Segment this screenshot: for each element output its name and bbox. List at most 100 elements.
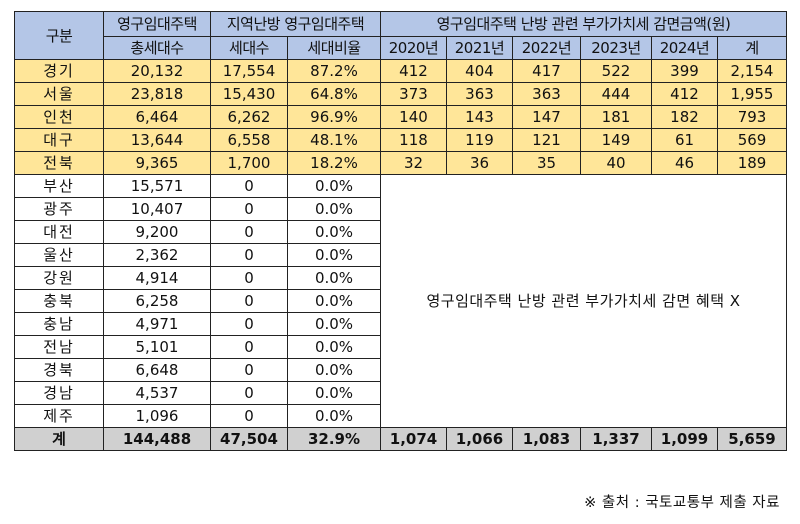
header-total-top: 영구임대주택	[103, 11, 211, 37]
table-row: 인천 6,464 6,262 96.9% 140 143 147 181 182 793	[14, 105, 788, 129]
table-cell: 4,971	[103, 312, 211, 336]
table-cell: 118	[380, 128, 447, 152]
table-cell: 13,644	[103, 128, 211, 152]
table-row: 대전 9,200 0 0.0%	[14, 220, 787, 244]
table-cell: 9,365	[103, 151, 211, 175]
table-cell: 10,407	[103, 197, 211, 221]
table-cell: 1,074	[380, 427, 447, 451]
table-cell: 0	[210, 335, 288, 359]
table-cell: 5,659	[716, 427, 788, 451]
table-cell: 0.0%	[287, 243, 381, 267]
table-cell: 32	[380, 151, 447, 175]
table-cell: 경기	[14, 59, 104, 83]
table-cell: 61	[651, 128, 718, 152]
table-cell: 48.1%	[287, 128, 381, 152]
table-row: 서울 23,818 15,430 64.8% 373 363 363 444 412 1,955	[14, 82, 788, 106]
header-total-bottom: 총세대수	[103, 36, 211, 60]
table-cell: 1,955	[716, 82, 788, 106]
table-cell: 2,154	[716, 59, 788, 83]
table-cell: 부산	[14, 174, 104, 198]
table-cell: 6,258	[103, 289, 211, 313]
table-cell: 충북	[14, 289, 104, 313]
table-cell: 23,818	[103, 82, 211, 106]
table-cell: 대구	[14, 128, 104, 152]
source-note: ※ 출처 : 국토교통부 제출 자료	[584, 495, 780, 511]
table-row: 충북 6,258 0 0.0%	[14, 289, 787, 313]
table-cell: 울산	[14, 243, 104, 267]
table-cell: 0	[210, 266, 288, 290]
table-cell: 46	[651, 151, 718, 175]
table-cell: 1,700	[210, 151, 288, 175]
table-row: 강원 4,914 0 0.0%	[14, 266, 787, 290]
table-cell: 32.9%	[287, 427, 381, 451]
table-cell: 0.0%	[287, 174, 381, 198]
header-region: 구분	[14, 11, 104, 60]
table-cell: 9,200	[103, 220, 211, 244]
table-row: 충남 4,971 0 0.0%	[14, 312, 787, 336]
table-row: 울산 2,362 0 0.0%	[14, 243, 787, 267]
table-cell: 1,099	[651, 427, 718, 451]
header-heating-group: 지역난방 영구임대주택	[210, 11, 381, 37]
table-cell: 35	[512, 151, 581, 175]
header-year: 2024년	[651, 36, 718, 60]
table-cell: 36	[446, 151, 513, 175]
table-row: 전남 5,101 0 0.0%	[14, 335, 787, 359]
table-cell: 0	[210, 197, 288, 221]
table-cell: 1,096	[103, 404, 211, 428]
table-cell: 149	[580, 128, 652, 152]
table-cell: 0.0%	[287, 404, 381, 428]
vat-reduction-table: 구분 영구임대주택 지역난방 영구임대주택 영구임대주택 난방 관련 부가가치세…	[14, 11, 788, 451]
table-cell: 0	[210, 289, 288, 313]
table-cell: 4,537	[103, 381, 211, 405]
table-cell: 0	[210, 381, 288, 405]
table-cell: 143	[446, 105, 513, 129]
table-cell: 144,488	[103, 427, 211, 451]
no-benefit-note: 영구임대주택 난방 관련 부가가치세 감면 혜택 X	[379, 174, 788, 428]
table-cell: 15,430	[210, 82, 288, 106]
table-cell: 0	[210, 174, 288, 198]
table-cell: 0.0%	[287, 266, 381, 290]
header-heating-households: 세대수	[210, 36, 288, 60]
table-cell: 17,554	[210, 59, 288, 83]
header-sum: 계	[716, 36, 788, 60]
table-cell: 0	[210, 312, 288, 336]
header-heating-ratio: 세대비율	[287, 36, 381, 60]
table-cell: 6,558	[210, 128, 288, 152]
header-year: 2021년	[446, 36, 513, 60]
table-cell: 5,101	[103, 335, 211, 359]
table-cell: 광주	[14, 197, 104, 221]
table-cell: 412	[380, 59, 447, 83]
table-cell: 충남	[14, 312, 104, 336]
table-row: 경기 20,132 17,554 87.2% 412 404 417 522 399 2,154	[14, 59, 788, 83]
table-cell: 96.9%	[287, 105, 381, 129]
table-cell: 경북	[14, 358, 104, 382]
table-cell: 417	[512, 59, 581, 83]
table-row: 부산 15,571 0 0.0% 영구임대주택 난방 관련 부가가치세 감면 혜택 X	[14, 174, 788, 428]
table-cell: 64.8%	[287, 82, 381, 106]
table-cell: 121	[512, 128, 581, 152]
table-cell: 87.2%	[287, 59, 381, 83]
table-cell: 373	[380, 82, 447, 106]
table-cell: 20,132	[103, 59, 211, 83]
table-row: 대구 13,644 6,558 48.1% 118 119 121 149 61 569	[14, 128, 788, 152]
table-cell: 569	[716, 128, 788, 152]
table-cell: 전남	[14, 335, 104, 359]
table-cell: 6,262	[210, 105, 288, 129]
table-cell: 인천	[14, 105, 104, 129]
header-year: 2020년	[380, 36, 447, 60]
table-cell: 0.0%	[287, 335, 381, 359]
table-cell: 계	[14, 427, 104, 451]
table-cell: 1,083	[512, 427, 581, 451]
header-vat-group: 영구임대주택 난방 관련 부가가치세 감면금액(원)	[379, 11, 788, 37]
table-cell: 0	[210, 243, 288, 267]
table-cell: 0.0%	[287, 289, 381, 313]
table-cell: 0.0%	[287, 197, 381, 221]
table-cell: 147	[512, 105, 581, 129]
table-cell: 182	[651, 105, 718, 129]
table-cell: 2,362	[103, 243, 211, 267]
table-cell: 1,066	[446, 427, 513, 451]
table-row: 경남 4,537 0 0.0%	[14, 381, 787, 405]
table-row: 경북 6,648 0 0.0%	[14, 358, 787, 382]
table-cell: 0	[210, 358, 288, 382]
table-cell: 0.0%	[287, 312, 381, 336]
